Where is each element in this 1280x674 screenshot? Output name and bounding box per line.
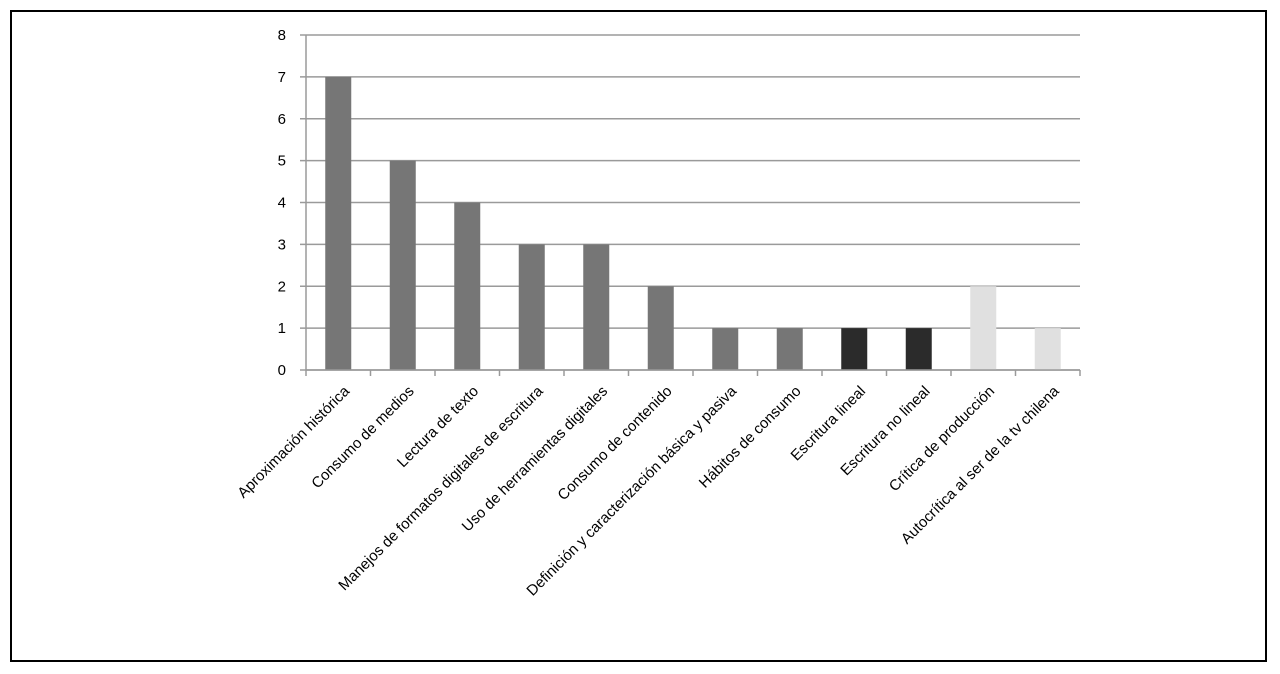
bar	[389, 160, 416, 370]
y-tick-label: 0	[278, 362, 286, 379]
x-category-label: Aproximación histórica	[234, 382, 353, 501]
bar	[518, 244, 545, 370]
y-tick-label: 6	[278, 111, 286, 128]
y-tick-label: 4	[278, 195, 286, 212]
bar	[454, 202, 481, 370]
bar	[905, 328, 932, 370]
x-category-label: Crítica de producción	[886, 383, 998, 495]
bar	[841, 328, 868, 370]
y-tick-label: 1	[278, 320, 286, 337]
bar	[712, 328, 739, 370]
y-tick-label: 8	[278, 27, 286, 44]
y-tick-label: 2	[278, 278, 286, 295]
bar	[970, 286, 997, 370]
bar	[647, 286, 674, 370]
y-tick-label: 7	[278, 69, 286, 86]
bar	[1034, 328, 1061, 370]
y-tick-label: 3	[278, 236, 286, 253]
y-tick-label: 5	[278, 153, 286, 170]
bar	[776, 328, 803, 370]
bar	[583, 244, 610, 370]
x-category-label: Consumo de contenido	[554, 383, 675, 504]
bar	[325, 76, 352, 370]
